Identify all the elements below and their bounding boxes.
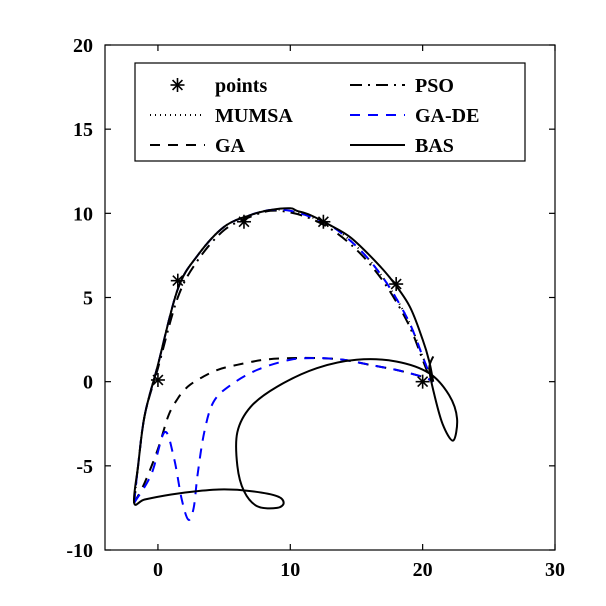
legend-label: PSO (415, 75, 454, 97)
point-marker (416, 375, 430, 389)
point-marker (316, 215, 330, 229)
y-tick-label: 15 (73, 119, 93, 141)
x-tick-label: 30 (545, 559, 565, 581)
legend-label: GA-DE (415, 105, 479, 127)
legend-label: BAS (415, 135, 454, 157)
legend-label: points (215, 75, 267, 97)
y-tick-label: 0 (83, 372, 93, 394)
y-tick-label: 5 (83, 288, 93, 310)
point-marker (237, 215, 251, 229)
x-tick-label: 20 (413, 559, 433, 581)
point-marker (171, 78, 185, 92)
chart-svg: 0 10 20 30 -10 -5 0 5 10 15 20 points PSO MUMSA GA-DE G… (0, 0, 606, 606)
point-marker (151, 373, 165, 387)
point-marker (171, 274, 185, 288)
x-tick-label: 0 (153, 559, 163, 581)
chart-container: 0 10 20 30 -10 -5 0 5 10 15 20 points PSO MUMSA GA-DE G… (0, 0, 606, 606)
y-tick-label: -5 (76, 456, 93, 478)
legend-label: MUMSA (215, 105, 293, 127)
legend-label: GA (215, 135, 246, 157)
y-tick-label: 10 (73, 203, 93, 225)
y-tick-label: 20 (73, 35, 93, 57)
y-tick-label: -10 (66, 540, 93, 562)
x-tick-label: 10 (280, 559, 300, 581)
point-marker (389, 277, 403, 291)
